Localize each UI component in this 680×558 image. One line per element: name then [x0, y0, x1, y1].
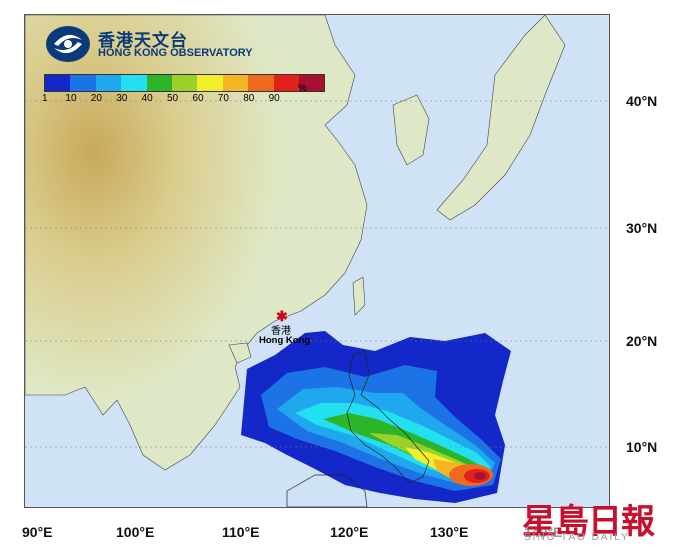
- hong-kong-label-en: Hong Kong: [259, 335, 311, 346]
- legend-swatch: [121, 75, 147, 91]
- legend-unit: %: [298, 83, 307, 94]
- legend-swatch: [171, 75, 198, 91]
- legend-swatch: [248, 75, 274, 91]
- hko-logo-icon: [46, 26, 90, 62]
- legend-swatch: [146, 75, 172, 91]
- agency-name-en: HONG KONG OBSERVATORY: [98, 47, 253, 59]
- borneo-outline: [286, 474, 368, 507]
- lon-label-140: 140°E: [524, 524, 563, 540]
- graticule: [25, 100, 609, 448]
- legend-tick-label: 70: [217, 93, 229, 104]
- legend-tick-label: 90: [268, 93, 280, 104]
- lon-label-130: 130°E: [430, 524, 469, 540]
- lon-label-110: 110°E: [222, 524, 260, 540]
- lat-label-40: 40°N: [626, 93, 658, 109]
- mainland-landmass: [25, 15, 368, 471]
- korea-landmass: [392, 94, 430, 166]
- star-marker-icon: ✱: [276, 308, 288, 324]
- map-svg: [25, 15, 609, 507]
- taiwan-landmass: [352, 276, 366, 316]
- legend-swatch: [70, 75, 96, 91]
- legend-tick-label: 60: [192, 93, 204, 104]
- legend-tick-label: 1: [42, 93, 48, 104]
- lon-label-90: 90°E: [22, 524, 53, 540]
- hong-kong-label-cn: 香港: [271, 326, 291, 337]
- japan-landmass: [436, 15, 566, 221]
- legend-tick-label: 40: [141, 93, 153, 104]
- philippines-outline: [346, 350, 430, 484]
- legend-swatch: [273, 75, 299, 91]
- legend-tick-label: 10: [65, 93, 77, 104]
- probability-swath: [241, 331, 511, 503]
- lon-label-120: 120°E: [330, 524, 369, 540]
- legend-tick-label: 50: [167, 93, 179, 104]
- lat-label-10: 10°N: [626, 439, 658, 455]
- sing-tao-watermark: 星島日報 SING TAO DAILY: [522, 494, 668, 546]
- lon-label-100: 100°E: [116, 524, 155, 540]
- swath-band-max: [474, 472, 486, 480]
- legend-swatch: [45, 75, 71, 91]
- lat-label-20: 20°N: [626, 333, 658, 349]
- hainan-landmass: [228, 342, 252, 364]
- legend-tick-label: 80: [243, 93, 255, 104]
- legend-tick-label: 30: [116, 93, 128, 104]
- watermark-text-en: SING TAO DAILY: [524, 532, 630, 543]
- watermark-text-cn: 星島日報: [522, 502, 655, 542]
- map-panel: [24, 14, 610, 508]
- legend-tick-label: 20: [90, 93, 102, 104]
- agency-name-cn: 香港天文台: [98, 31, 188, 51]
- legend-swatch: [222, 75, 249, 91]
- legend-swatch: [197, 75, 223, 91]
- legend-swatch: [298, 75, 325, 91]
- probability-legend: [44, 74, 326, 92]
- lat-label-30: 30°N: [626, 220, 658, 236]
- legend-swatch: [95, 75, 122, 91]
